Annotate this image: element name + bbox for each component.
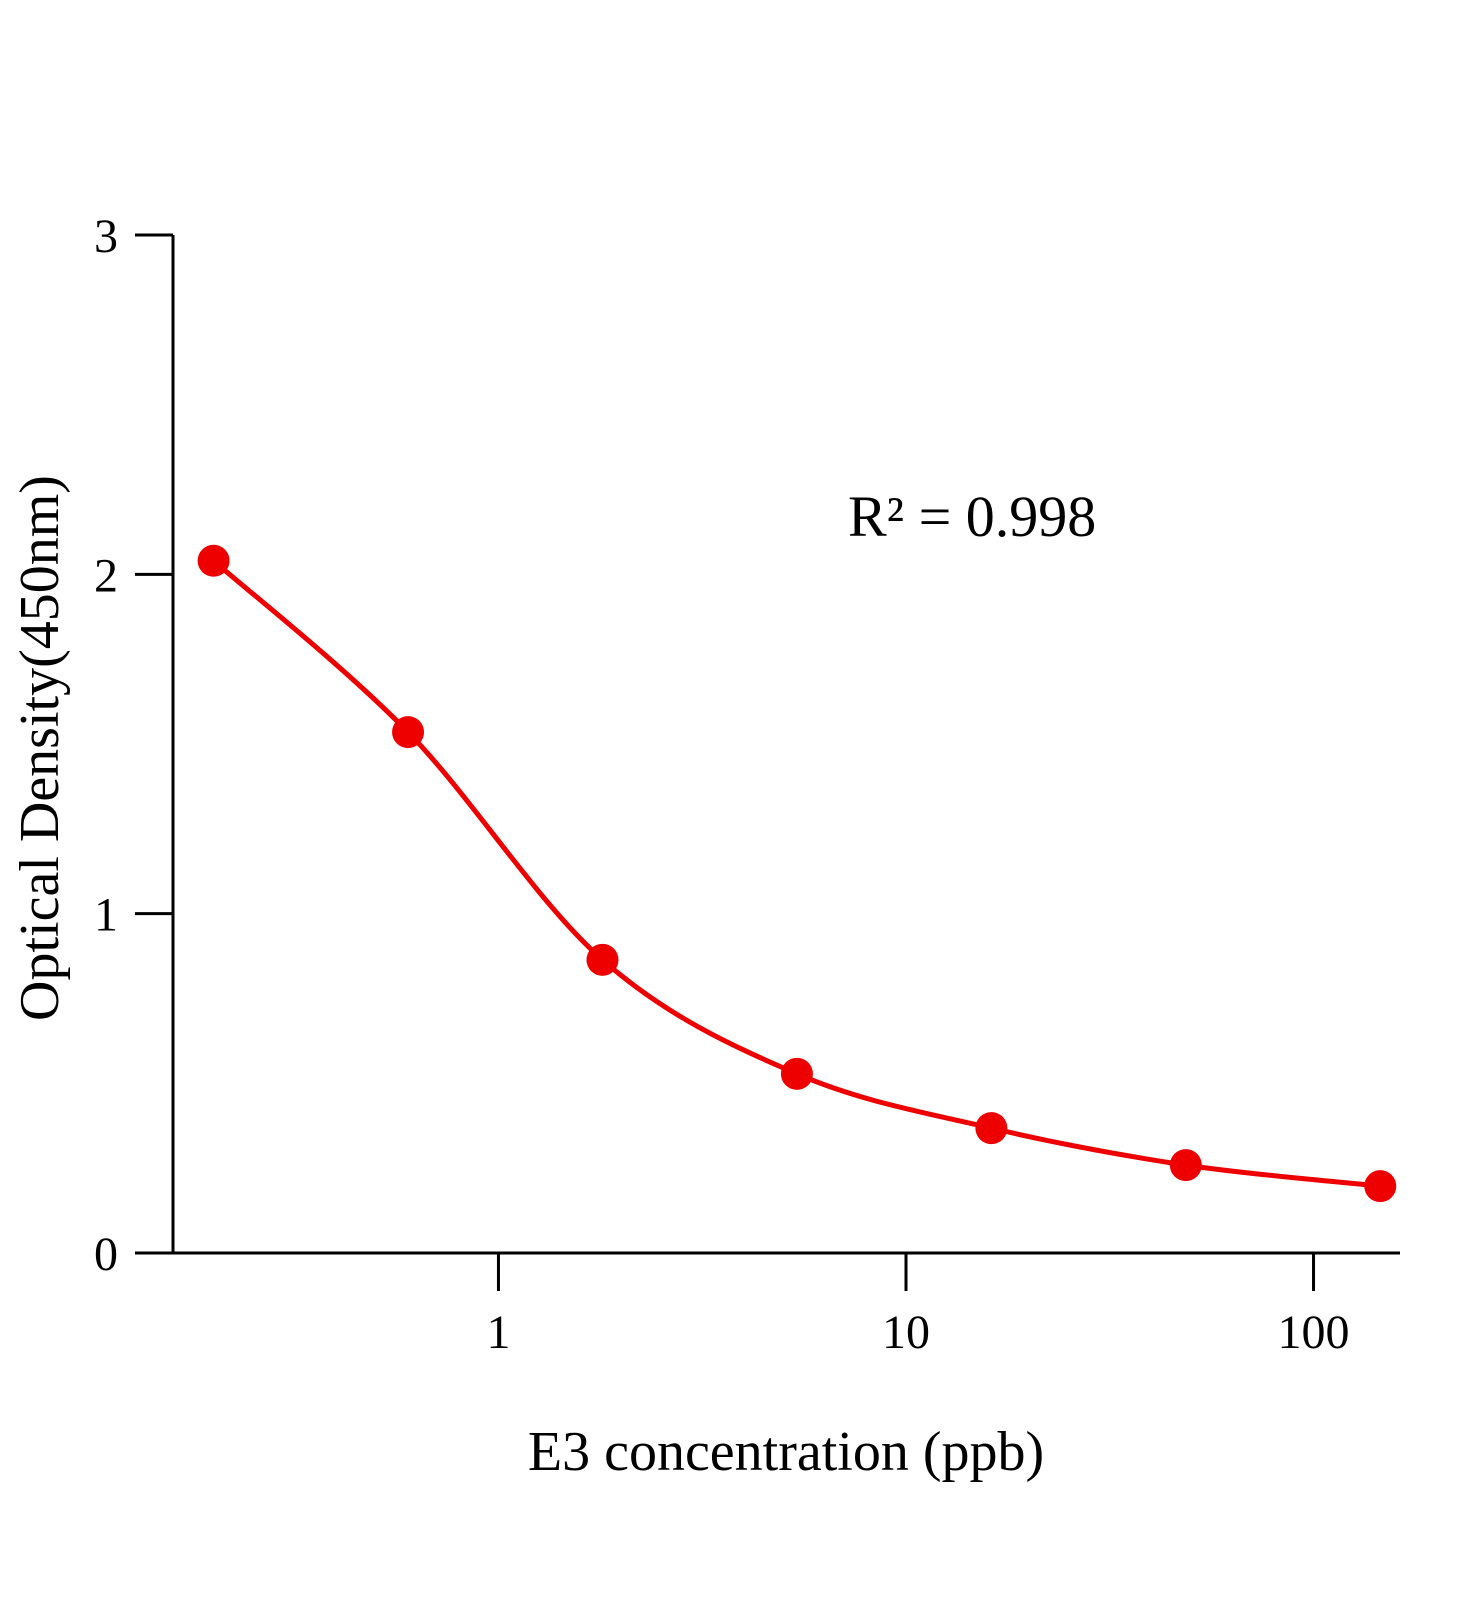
fit-curve xyxy=(211,558,1381,1189)
y-tick-label: 0 xyxy=(94,1228,118,1281)
x-tick-label: 10 xyxy=(882,1306,930,1359)
data-point xyxy=(780,1057,813,1090)
fit-curve-layer xyxy=(211,558,1381,1189)
data-point xyxy=(392,716,425,749)
y-tick-label: 1 xyxy=(94,889,118,942)
y-tick-label: 3 xyxy=(94,210,118,263)
axes: 0 1 2 3 1 10 100 xyxy=(94,210,1400,1359)
data-point xyxy=(975,1112,1008,1145)
y-axis-label: Optical Density(450nm) xyxy=(9,475,71,1021)
data-point xyxy=(586,943,619,976)
x-tick-label: 1 xyxy=(486,1306,510,1359)
data-point xyxy=(1364,1170,1397,1203)
y-tick-label: 2 xyxy=(94,549,118,602)
data-point xyxy=(1169,1149,1202,1182)
data-points-layer xyxy=(197,544,1397,1203)
annotation-r-squared: R² = 0.998 xyxy=(848,484,1096,549)
data-point xyxy=(197,544,230,577)
x-axis-label: E3 concentration (ppb) xyxy=(528,1421,1044,1483)
x-tick-label: 100 xyxy=(1278,1306,1350,1359)
